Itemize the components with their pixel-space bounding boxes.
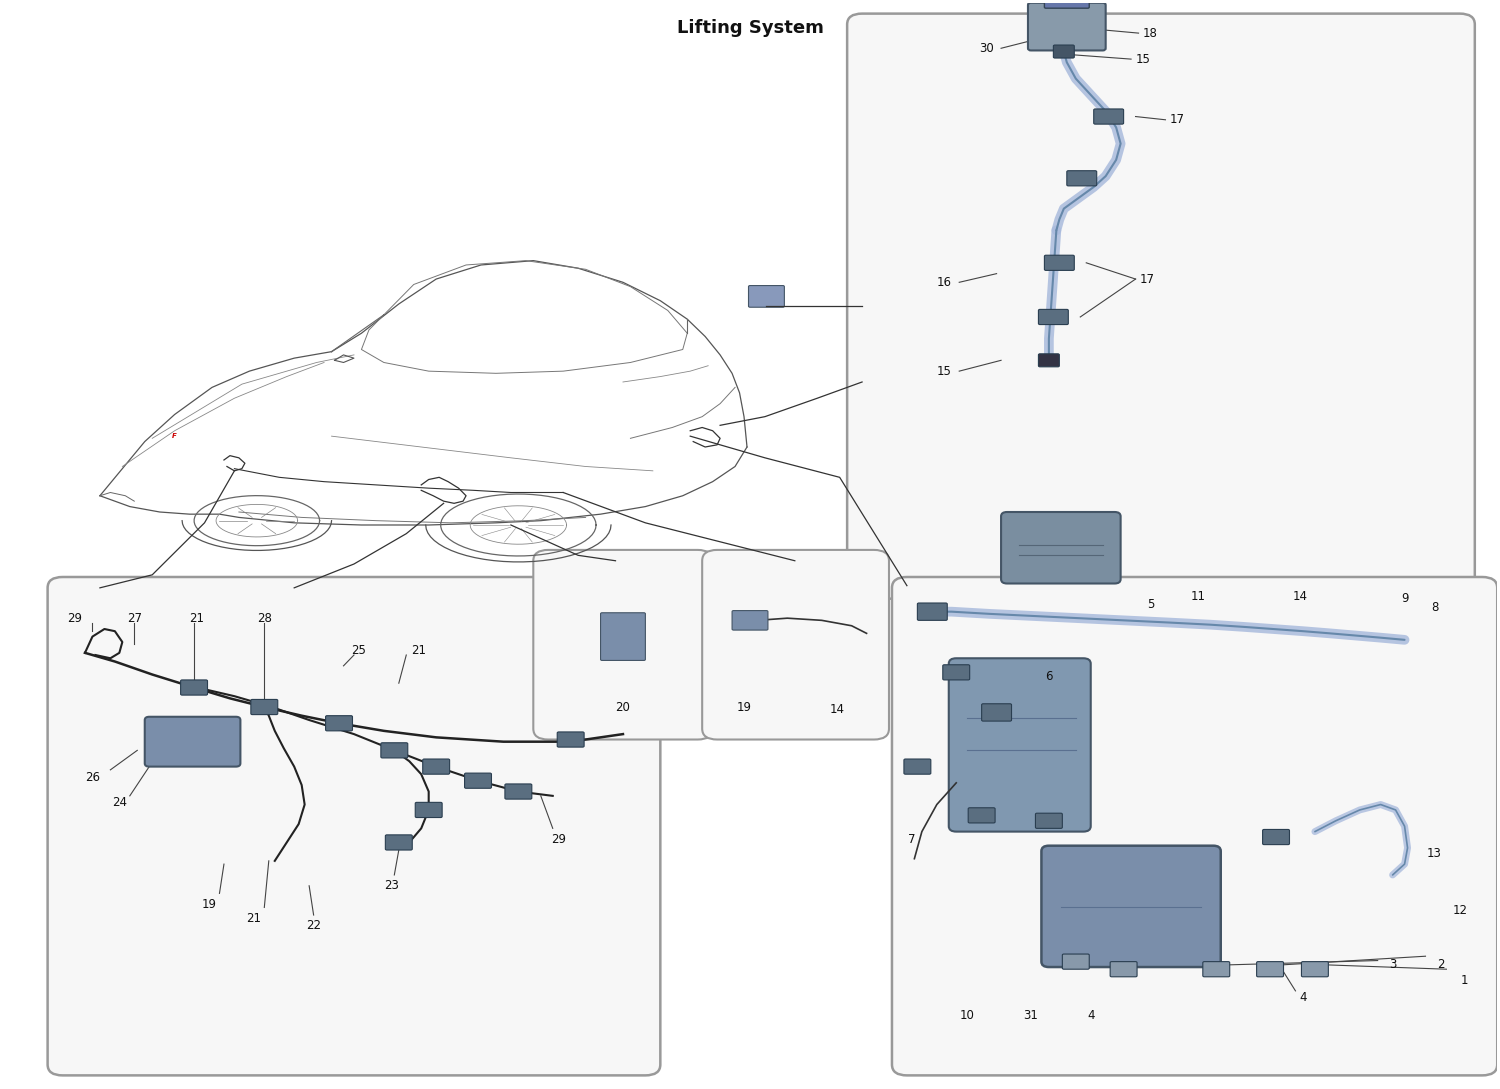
FancyBboxPatch shape xyxy=(506,784,532,799)
FancyBboxPatch shape xyxy=(326,715,352,731)
FancyBboxPatch shape xyxy=(1041,846,1221,967)
Text: 29: 29 xyxy=(68,612,82,625)
Text: 3: 3 xyxy=(1389,958,1396,971)
Text: 21: 21 xyxy=(246,911,261,925)
Text: 7: 7 xyxy=(908,833,915,846)
Text: 5: 5 xyxy=(1148,598,1154,611)
FancyBboxPatch shape xyxy=(892,577,1497,1076)
Text: 14: 14 xyxy=(1293,590,1308,603)
FancyBboxPatch shape xyxy=(944,664,969,680)
Text: 31: 31 xyxy=(1023,1010,1038,1023)
Text: Lifting System: Lifting System xyxy=(676,19,824,37)
FancyBboxPatch shape xyxy=(1000,512,1120,584)
FancyBboxPatch shape xyxy=(904,759,932,774)
FancyBboxPatch shape xyxy=(1038,309,1068,325)
FancyBboxPatch shape xyxy=(1044,0,1089,9)
FancyBboxPatch shape xyxy=(534,550,712,739)
FancyBboxPatch shape xyxy=(416,803,442,818)
Text: 8: 8 xyxy=(1431,601,1438,614)
Text: 30: 30 xyxy=(978,41,993,54)
Text: 17: 17 xyxy=(1170,113,1185,126)
Text: F: F xyxy=(172,433,177,439)
FancyBboxPatch shape xyxy=(423,759,450,774)
Text: 20: 20 xyxy=(615,700,630,713)
FancyBboxPatch shape xyxy=(1110,962,1137,977)
FancyBboxPatch shape xyxy=(1302,962,1329,977)
Text: 4: 4 xyxy=(1299,991,1306,1004)
FancyBboxPatch shape xyxy=(251,699,278,714)
FancyBboxPatch shape xyxy=(847,13,1474,599)
FancyBboxPatch shape xyxy=(1028,3,1106,50)
Text: 6: 6 xyxy=(1046,670,1053,683)
FancyBboxPatch shape xyxy=(1035,813,1062,829)
FancyBboxPatch shape xyxy=(702,550,889,739)
Text: 18: 18 xyxy=(1143,26,1158,39)
FancyBboxPatch shape xyxy=(1044,255,1074,270)
Text: 27: 27 xyxy=(128,612,142,625)
Text: 15: 15 xyxy=(1136,52,1150,65)
Text: 10: 10 xyxy=(960,1010,974,1023)
Text: 21: 21 xyxy=(189,612,204,625)
FancyBboxPatch shape xyxy=(465,773,492,788)
FancyBboxPatch shape xyxy=(1038,354,1059,367)
FancyBboxPatch shape xyxy=(180,680,207,695)
FancyBboxPatch shape xyxy=(748,285,784,307)
Text: 17: 17 xyxy=(1140,272,1155,285)
FancyBboxPatch shape xyxy=(1062,954,1089,969)
FancyBboxPatch shape xyxy=(48,577,660,1076)
FancyBboxPatch shape xyxy=(1203,962,1230,977)
FancyBboxPatch shape xyxy=(381,743,408,758)
Text: 16: 16 xyxy=(938,276,952,289)
FancyBboxPatch shape xyxy=(556,732,584,747)
FancyBboxPatch shape xyxy=(1094,109,1124,124)
FancyBboxPatch shape xyxy=(950,658,1090,832)
FancyBboxPatch shape xyxy=(1053,45,1074,58)
Text: 13: 13 xyxy=(1426,847,1442,860)
Text: 19: 19 xyxy=(736,700,752,713)
Text: 1: 1 xyxy=(1461,974,1468,987)
Text: 28: 28 xyxy=(256,612,272,625)
FancyBboxPatch shape xyxy=(600,613,645,660)
FancyBboxPatch shape xyxy=(1263,830,1290,845)
Text: 14: 14 xyxy=(830,702,844,715)
FancyBboxPatch shape xyxy=(968,808,994,823)
Text: 29: 29 xyxy=(550,833,566,846)
Text: 11: 11 xyxy=(1191,590,1206,603)
Text: 25: 25 xyxy=(351,645,366,657)
FancyBboxPatch shape xyxy=(918,603,948,621)
Text: 24: 24 xyxy=(112,796,128,809)
FancyBboxPatch shape xyxy=(1066,171,1096,186)
FancyBboxPatch shape xyxy=(386,835,412,851)
Text: 4: 4 xyxy=(1088,1010,1095,1023)
FancyBboxPatch shape xyxy=(981,703,1011,721)
Text: 9: 9 xyxy=(1401,592,1408,605)
Text: 12: 12 xyxy=(1452,904,1467,917)
Text: 21: 21 xyxy=(411,645,426,657)
Text: 15: 15 xyxy=(938,365,951,378)
Text: 22: 22 xyxy=(306,919,321,932)
Text: 26: 26 xyxy=(86,771,100,784)
Text: 19: 19 xyxy=(201,897,216,910)
FancyBboxPatch shape xyxy=(1257,962,1284,977)
Text: 23: 23 xyxy=(384,879,399,892)
FancyBboxPatch shape xyxy=(144,717,240,767)
FancyBboxPatch shape xyxy=(732,611,768,631)
Text: 2: 2 xyxy=(1437,958,1444,971)
